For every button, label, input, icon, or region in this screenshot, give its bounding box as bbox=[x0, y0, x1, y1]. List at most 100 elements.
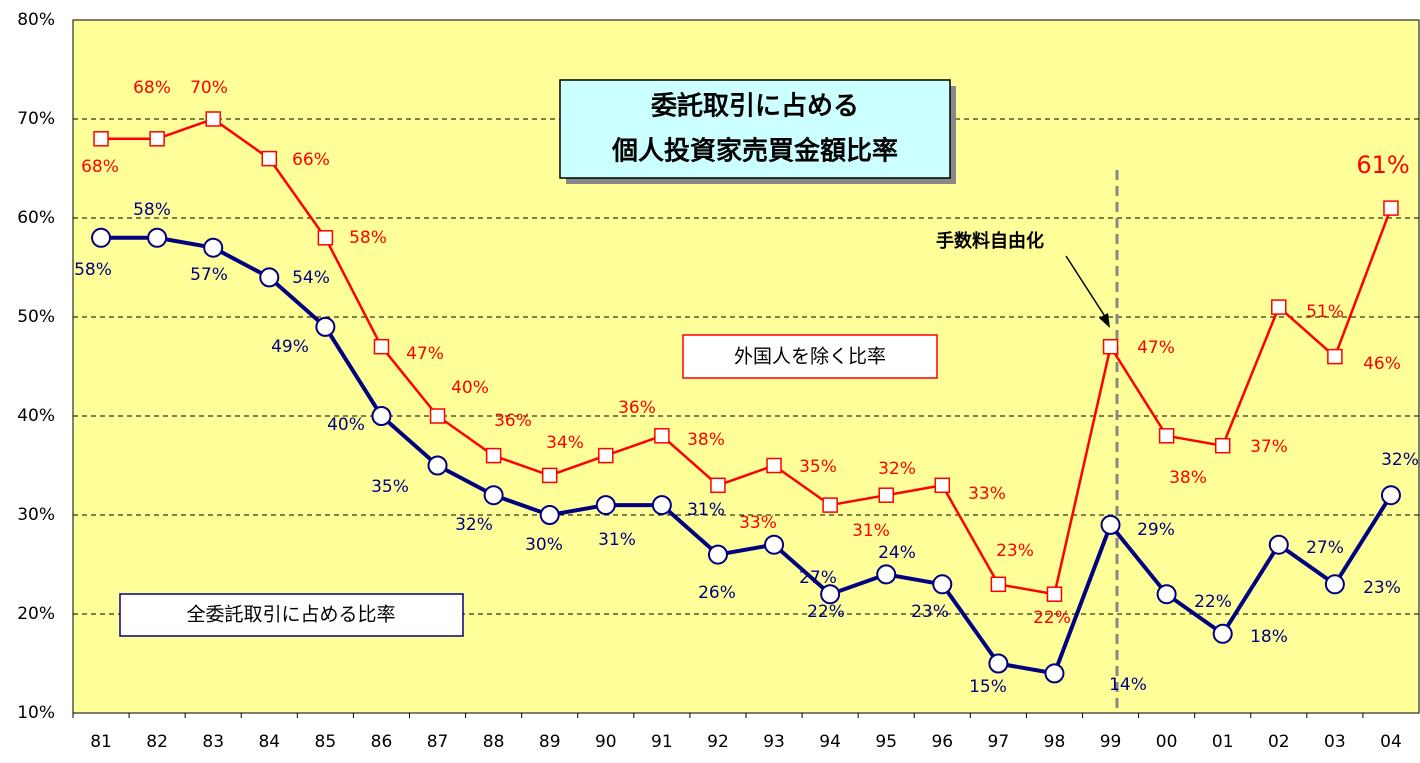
data-label: 14% bbox=[1109, 675, 1147, 695]
marker bbox=[205, 111, 221, 127]
data-label: 31% bbox=[598, 530, 636, 550]
x-tick-label: 01 bbox=[1212, 732, 1234, 752]
marker bbox=[934, 477, 951, 494]
marker bbox=[203, 237, 224, 258]
x-tick-label: 81 bbox=[90, 732, 112, 752]
data-label: 27% bbox=[799, 568, 837, 588]
marker bbox=[1271, 299, 1287, 315]
legend-label: 全委託取引に占める比率 bbox=[186, 604, 395, 626]
data-label: 15% bbox=[969, 677, 1007, 697]
data-label: 38% bbox=[1169, 468, 1207, 488]
annotation: 手数料自由化 bbox=[936, 230, 1044, 252]
marker bbox=[764, 534, 785, 555]
y-tick-label: 60% bbox=[17, 208, 55, 228]
y-tick-label: 80% bbox=[17, 10, 55, 30]
marker bbox=[1383, 200, 1399, 216]
marker bbox=[1327, 348, 1343, 365]
data-label: 61% bbox=[1356, 151, 1409, 179]
data-label: 32% bbox=[455, 515, 493, 535]
x-tick-label: 88 bbox=[483, 732, 505, 752]
x-tick-label: 84 bbox=[258, 732, 280, 752]
series-line bbox=[101, 117, 1393, 596]
arrow-head bbox=[1099, 313, 1110, 328]
data-label: 40% bbox=[327, 415, 365, 435]
data-label: 27% bbox=[1306, 538, 1344, 558]
marker bbox=[429, 408, 446, 424]
y-tick-label: 40% bbox=[17, 406, 55, 426]
x-tick-label: 99 bbox=[1100, 732, 1122, 752]
data-label: 32% bbox=[1381, 450, 1419, 470]
marker bbox=[820, 584, 841, 605]
data-label: 47% bbox=[406, 344, 444, 364]
data-label: 33% bbox=[968, 484, 1006, 504]
y-tick-label: 10% bbox=[17, 703, 55, 723]
marker bbox=[1158, 428, 1175, 444]
chart-title: 委託取引に占める bbox=[651, 91, 859, 122]
y-tick-label: 20% bbox=[17, 604, 55, 624]
marker bbox=[766, 457, 782, 474]
data-label: 36% bbox=[618, 398, 656, 418]
marker bbox=[373, 338, 390, 355]
data-label: 29% bbox=[1137, 520, 1175, 540]
data-label: 22% bbox=[1194, 592, 1232, 612]
data-label: 66% bbox=[292, 150, 330, 170]
legend-box bbox=[682, 334, 938, 379]
marker bbox=[1100, 514, 1121, 535]
marker bbox=[1214, 437, 1231, 454]
data-label: 35% bbox=[799, 457, 837, 477]
data-label: 32% bbox=[878, 459, 916, 479]
data-label: 46% bbox=[1363, 354, 1401, 374]
y-tick-label: 30% bbox=[17, 505, 55, 525]
data-label: 34% bbox=[546, 433, 584, 453]
x-tick-label: 87 bbox=[427, 732, 449, 752]
marker bbox=[541, 467, 558, 484]
data-label: 68% bbox=[81, 157, 119, 177]
legend-box bbox=[119, 593, 464, 637]
marker bbox=[876, 564, 897, 585]
marker bbox=[878, 487, 894, 503]
x-tick-label: 83 bbox=[202, 732, 224, 752]
x-tick-label: 98 bbox=[1044, 732, 1066, 752]
data-label: 22% bbox=[807, 602, 845, 622]
marker bbox=[147, 227, 168, 248]
data-label: 23% bbox=[996, 541, 1034, 561]
x-tick-label: 91 bbox=[651, 732, 673, 752]
x-tick-label: 96 bbox=[931, 732, 953, 752]
marker bbox=[598, 447, 614, 464]
marker bbox=[259, 267, 280, 288]
x-tick-label: 04 bbox=[1380, 732, 1402, 752]
chart-title: 個人投資家売買金額比率 bbox=[611, 136, 898, 167]
data-label: 38% bbox=[687, 430, 725, 450]
marker bbox=[932, 574, 953, 595]
data-label: 33% bbox=[739, 513, 777, 533]
data-label: 36% bbox=[494, 411, 532, 431]
data-label: 31% bbox=[687, 500, 725, 520]
data-label: 49% bbox=[271, 337, 309, 357]
marker bbox=[483, 485, 504, 506]
marker bbox=[651, 495, 672, 516]
data-label: 23% bbox=[911, 602, 949, 622]
annotation-arrow bbox=[1065, 255, 1107, 319]
data-label: 37% bbox=[1250, 437, 1288, 457]
x-tick-label: 89 bbox=[539, 732, 561, 752]
x-tick-label: 95 bbox=[875, 732, 897, 752]
marker bbox=[149, 131, 165, 147]
marker bbox=[1046, 586, 1063, 602]
data-label: 22% bbox=[1033, 608, 1071, 628]
marker bbox=[261, 150, 278, 167]
x-tick-label: 97 bbox=[988, 732, 1010, 752]
x-tick-label: 92 bbox=[707, 732, 729, 752]
marker bbox=[990, 576, 1007, 593]
x-tick-label: 85 bbox=[315, 732, 337, 752]
x-tick-label: 02 bbox=[1268, 732, 1290, 752]
marker bbox=[707, 544, 728, 565]
x-tick-label: 00 bbox=[1156, 732, 1178, 752]
data-label: 30% bbox=[525, 535, 563, 555]
data-label: 54% bbox=[292, 268, 330, 288]
marker bbox=[1380, 485, 1401, 506]
title-box bbox=[559, 79, 951, 179]
y-tick-label: 50% bbox=[17, 307, 55, 327]
data-label: 18% bbox=[1250, 627, 1288, 647]
marker bbox=[315, 316, 336, 337]
